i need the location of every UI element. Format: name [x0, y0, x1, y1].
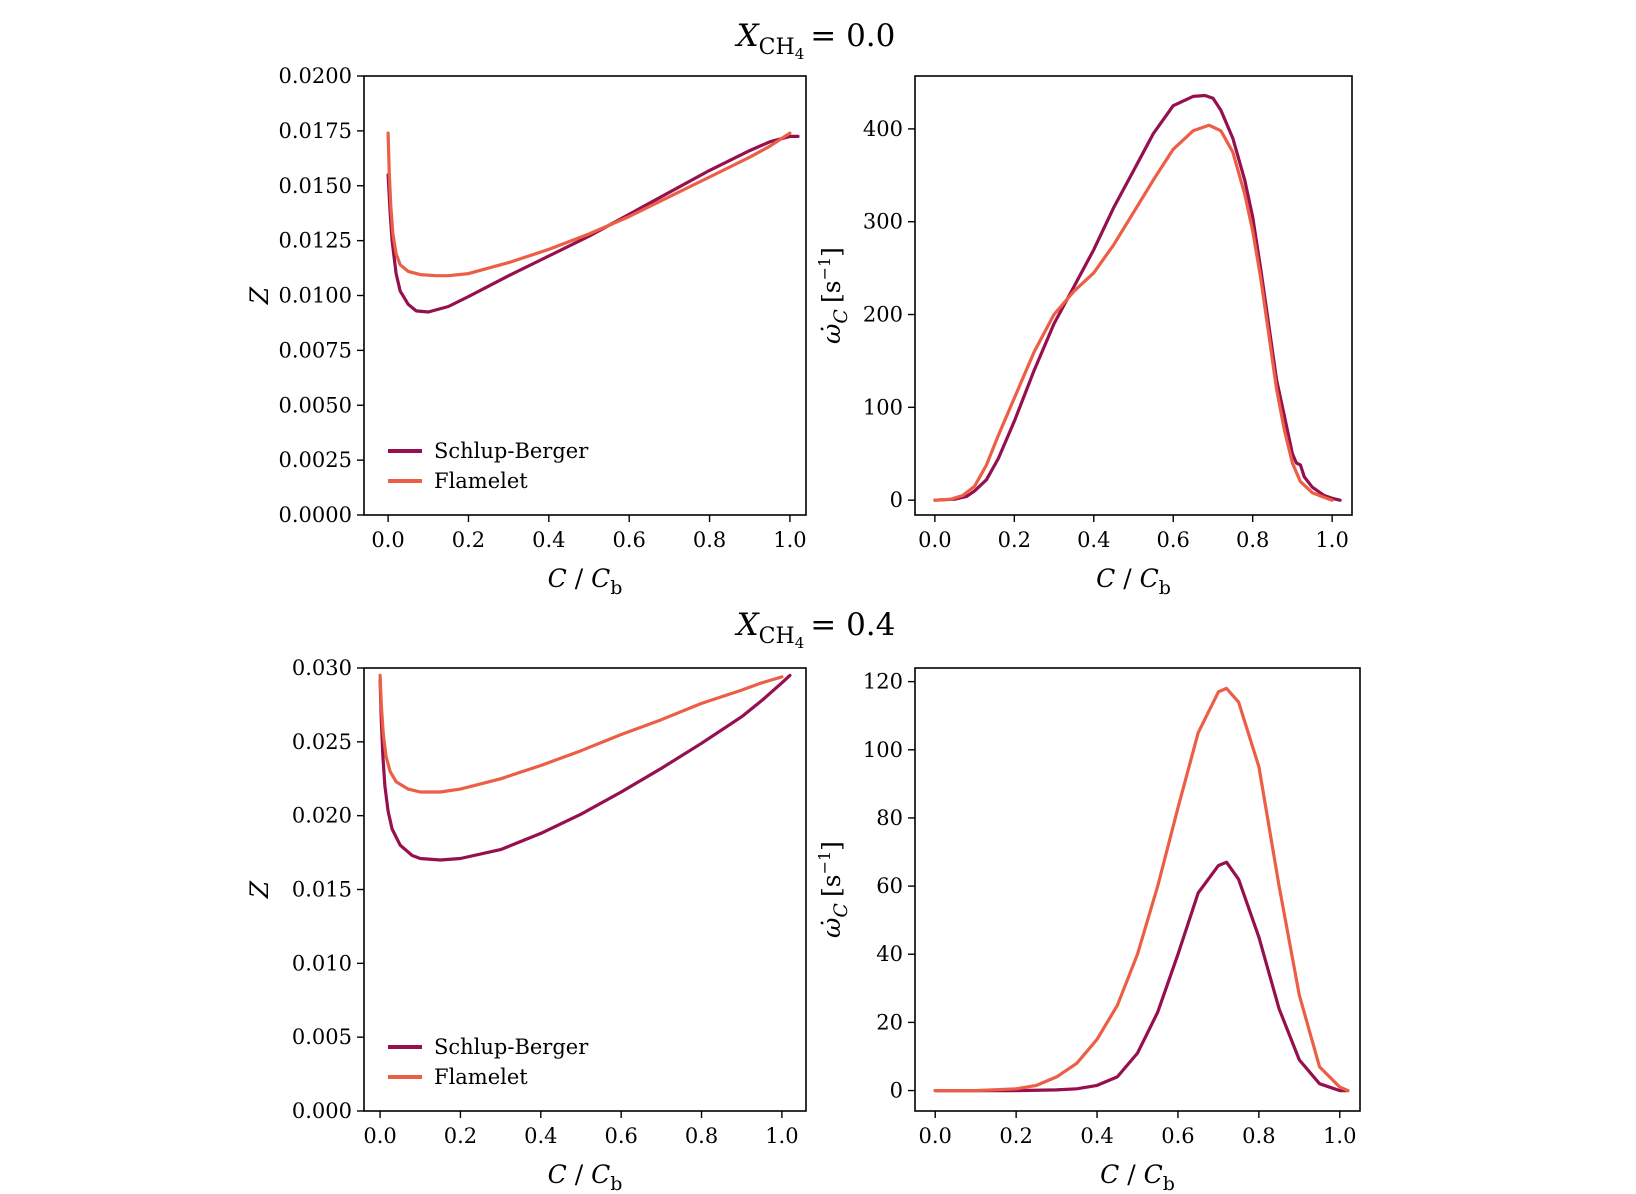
x-tick-label: 0.6 — [604, 1124, 637, 1148]
series-line-flamelet — [386, 131, 792, 278]
x-tick-label: 0.2 — [444, 1124, 477, 1148]
x-tick-label: 0.2 — [998, 528, 1031, 552]
x-tick-label: 0.0 — [363, 1124, 396, 1148]
x-tick-label: 0.2 — [999, 1124, 1032, 1148]
x-axis-label: C / Cb — [548, 1160, 623, 1194]
series-line-schlup-berger — [386, 134, 800, 314]
x-tick-label: 1.0 — [765, 1124, 798, 1148]
y-tick-label: 100 — [863, 395, 903, 419]
y-tick-label: 0.0075 — [279, 338, 352, 362]
y-tick-label: 400 — [863, 117, 903, 141]
x-tick-label: 0.8 — [693, 528, 726, 552]
x-tick-label: 0.6 — [1157, 528, 1190, 552]
y-tick-label: 0.025 — [292, 730, 352, 754]
x-tick-label: 1.0 — [1315, 528, 1348, 552]
series-line-flamelet — [933, 123, 1334, 502]
y-tick-label: 0 — [890, 1079, 903, 1103]
x-tick-label: 0.4 — [524, 1124, 557, 1148]
y-tick-label: 60 — [876, 874, 903, 898]
x-tick-label: 0.8 — [1236, 528, 1269, 552]
y-tick-label: 0.0050 — [279, 393, 352, 417]
axes-frame — [914, 75, 1353, 516]
series-line-schlup-berger — [378, 673, 792, 862]
x-tick-label: 0.8 — [1242, 1124, 1275, 1148]
x-axis-label: C / Cb — [1100, 1160, 1175, 1194]
x-tick-label: 0.8 — [685, 1124, 718, 1148]
y-tick-label: 0.0150 — [279, 174, 352, 198]
y-tick-label: 120 — [863, 670, 903, 694]
y-tick-label: 0.030 — [292, 656, 352, 680]
x-tick-label: 0.4 — [532, 528, 565, 552]
panel-omega-top: 0.0 0.2 0.4 0.6 0.8 1.0 0 100 200 300 400 C / Cb ω̇C… — [815, 75, 1353, 599]
y-tick-label: 0.020 — [292, 804, 352, 828]
y-tick-label: 0.015 — [292, 878, 352, 902]
x-tick-label: 0.6 — [612, 528, 645, 552]
row-title-x-ch4-0-4: XCH4 = 0.4 — [735, 607, 896, 652]
x-tick-label: 0.4 — [1077, 528, 1110, 552]
panel-omega-bottom: 0.0 0.2 0.4 0.6 0.8 1.0 0 20 40 60 80 100 120 C / Cb ω… — [815, 667, 1361, 1194]
axes-frame — [914, 667, 1361, 1112]
y-axis-label: Z — [245, 880, 274, 899]
legend-label-flamelet: Flamelet — [434, 469, 528, 493]
x-tick-label: 0.0 — [918, 528, 951, 552]
y-tick-label: 0.0200 — [279, 64, 352, 88]
y-tick-label: 0.0000 — [279, 503, 352, 527]
y-tick-label: 300 — [863, 210, 903, 234]
x-axis-label: C / Cb — [1096, 564, 1171, 599]
series-line-flamelet — [933, 686, 1350, 1093]
x-axis-label: C / Cb — [548, 564, 623, 599]
y-tick-label: 20 — [876, 1010, 903, 1034]
x-tick-label: 1.0 — [1323, 1124, 1356, 1148]
legend-label-flamelet: Flamelet — [434, 1065, 528, 1089]
x-tick-label: 0.6 — [1161, 1124, 1194, 1148]
y-tick-label: 100 — [863, 738, 903, 762]
legend-label-schlup-berger: Schlup-Berger — [434, 439, 589, 463]
y-tick-label: 0.000 — [292, 1099, 352, 1123]
y-tick-label: 0 — [890, 488, 903, 512]
x-tick-label: 1.0 — [773, 528, 806, 552]
y-tick-label: 0.0175 — [279, 119, 352, 143]
y-tick-label: 40 — [876, 942, 903, 966]
x-tick-label: 0.0 — [919, 1124, 952, 1148]
series-line-schlup-berger — [933, 860, 1350, 1093]
y-axis-label: ω̇C[s−1] — [815, 247, 852, 344]
x-tick-label: 0.4 — [1080, 1124, 1113, 1148]
y-tick-label: 80 — [876, 806, 903, 830]
y-tick-label: 0.0025 — [279, 448, 352, 472]
series-line-schlup-berger — [933, 93, 1342, 502]
y-axis-label: Z — [245, 286, 274, 305]
x-tick-label: 0.0 — [371, 528, 404, 552]
series-line-flamelet — [378, 673, 784, 794]
panel-z-top: 0.0 0.2 0.4 0.6 0.8 1.0 0.0000 0.0025 0.0050 0.00… — [245, 64, 807, 599]
y-axis-label: ω̇C[s−1] — [815, 841, 852, 938]
row-title-x-ch4-0-0: XCH4 = 0.0 — [735, 18, 896, 63]
y-tick-label: 0.005 — [292, 1025, 352, 1049]
panel-z-bottom: 0.0 0.2 0.4 0.6 0.8 1.0 0.000 0.005 0.010 0.015 0.… — [245, 656, 807, 1194]
x-tick-label: 0.2 — [452, 528, 485, 552]
y-tick-label: 0.0125 — [279, 229, 352, 253]
y-tick-label: 0.0100 — [279, 284, 352, 308]
legend-label-schlup-berger: Schlup-Berger — [434, 1035, 589, 1059]
y-tick-label: 0.010 — [292, 951, 352, 975]
y-tick-label: 200 — [863, 303, 903, 327]
